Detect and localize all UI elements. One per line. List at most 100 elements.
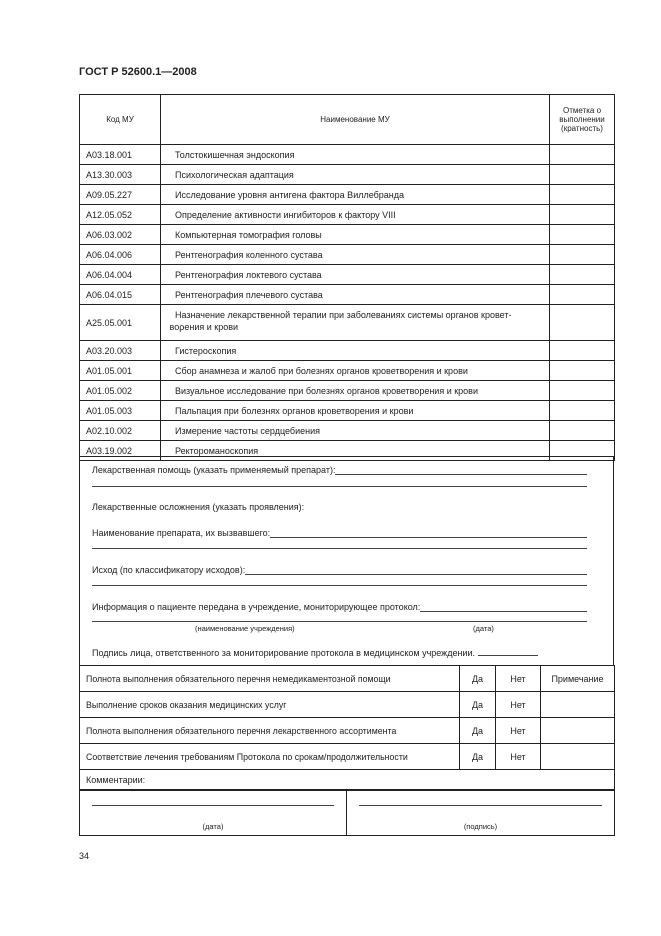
mu-code: A09.05.227 <box>79 184 161 205</box>
drug-name-field[interactable]: Наименование препарата, их вызвавшего: <box>92 528 587 538</box>
date-signature-cell[interactable]: (дата) <box>79 790 347 836</box>
comments-label[interactable]: Комментарии: <box>79 769 615 790</box>
yes-option[interactable]: Да <box>459 691 496 718</box>
mu-name: Измерение частоты сердцебиения <box>160 420 550 441</box>
table-row: A06.04.015 Рентгенография плечевого суст… <box>79 284 615 305</box>
mu-code: A01.05.001 <box>79 360 161 381</box>
mu-mark-cell[interactable] <box>549 400 615 421</box>
drug-help-field[interactable]: Лекарственная помощь (указать применяемы… <box>92 465 587 475</box>
yes-option[interactable]: Да <box>459 717 496 744</box>
table-row: A01.05.001 Сбор анамнеза и жалоб при бол… <box>79 360 615 381</box>
mu-name: Сбор анамнеза и жалоб при болезнях орган… <box>160 360 550 381</box>
info-passed-field[interactable]: Информация о пациенте передана в учрежде… <box>92 602 587 612</box>
mu-mark-cell[interactable] <box>549 304 615 341</box>
mu-code: A13.30.003 <box>79 164 161 185</box>
mu-code: A12.05.052 <box>79 204 161 225</box>
check-label: Полнота выполнения обязательного перечня… <box>79 717 460 744</box>
yes-option[interactable]: Да <box>459 743 496 770</box>
note-cell[interactable] <box>540 717 615 744</box>
fill-line <box>92 486 587 487</box>
fill-line <box>92 548 587 549</box>
mu-name: Рентгенография плечевого сустава <box>160 284 550 305</box>
check-label: Полнота выполнения обязательного перечня… <box>79 665 460 692</box>
note-cell[interactable] <box>540 691 615 718</box>
table-row: A01.05.003 Пальпация при болезнях органо… <box>79 400 615 421</box>
mu-mark-cell[interactable] <box>549 340 615 361</box>
mu-mark-cell[interactable] <box>549 164 615 185</box>
drug-name-label: Наименование препарата, их вызвавшего: <box>92 528 271 538</box>
fill-line <box>359 805 602 806</box>
table-row: Выполнение сроков оказания медицинских у… <box>79 691 615 718</box>
outcome-label: Исход (по классификатору исходов): <box>92 565 246 575</box>
responsible-signature-field[interactable]: Подпись лица, ответственного за монитори… <box>92 648 587 658</box>
check-label: Выполнение сроков оказания медицинских у… <box>79 691 460 718</box>
no-option[interactable]: Нет <box>495 743 541 770</box>
mu-name: Исследование уровня антигена фактора Вил… <box>160 184 550 205</box>
mu-code: A02.10.002 <box>79 420 161 441</box>
no-option[interactable]: Нет <box>495 691 541 718</box>
mu-code: A25.05.001 <box>79 304 161 341</box>
table-row: A02.10.002 Измерение частоты сердцебиени… <box>79 420 615 441</box>
table-row: A03.18.001 Толстокишечная эндоскопия <box>79 144 615 165</box>
column-header-mark: Отметка о выполнении (кратность) <box>549 94 615 145</box>
mu-mark-cell[interactable] <box>549 224 615 245</box>
mu-code: A03.20.003 <box>79 340 161 361</box>
table-row: Полнота выполнения обязательного перечня… <box>79 665 615 692</box>
signature-cell[interactable]: (подпись) <box>346 790 615 836</box>
mu-name: Визуальное исследование при болезнях орг… <box>160 380 550 401</box>
mu-mark-cell[interactable] <box>549 380 615 401</box>
mu-mark-cell[interactable] <box>549 284 615 305</box>
table-row: A12.05.052 Определение активности ингиби… <box>79 204 615 225</box>
mu-name: Компьютерная томография головы <box>160 224 550 245</box>
mu-mark-cell[interactable] <box>549 264 615 285</box>
date-caption: (дата) <box>473 624 494 633</box>
institution-caption: (наименование учреждения) <box>195 624 295 633</box>
table-row: Соответствие лечения требованиям Протоко… <box>79 743 615 770</box>
table-row: A03.19.002 Ректороманоскопия <box>79 440 615 461</box>
fill-line <box>92 805 334 806</box>
mu-mark-cell[interactable] <box>549 244 615 265</box>
mu-code: A06.04.015 <box>79 284 161 305</box>
check-label: Соответствие лечения требованиям Протоко… <box>79 743 460 770</box>
yes-option[interactable]: Да <box>459 665 496 692</box>
fill-line <box>92 585 587 586</box>
mu-code: A01.05.003 <box>79 400 161 421</box>
responsible-signature-label: Подпись лица, ответственного за монитори… <box>92 648 475 658</box>
table-row: Полнота выполнения обязательного перечня… <box>79 717 615 744</box>
fill-line <box>92 621 587 622</box>
mu-mark-cell[interactable] <box>549 144 615 165</box>
signature-table: (дата) (подпись) <box>79 790 615 836</box>
comments-row: Комментарии: <box>79 769 615 790</box>
mu-mark-cell[interactable] <box>549 204 615 225</box>
no-option[interactable]: Нет <box>495 717 541 744</box>
mu-code: A01.05.002 <box>79 380 161 401</box>
mu-name: Гистероскопия <box>160 340 550 361</box>
document-title: ГОСТ Р 52600.1—2008 <box>79 66 197 78</box>
mu-mark-cell[interactable] <box>549 420 615 441</box>
column-header-name: Наименование МУ <box>160 94 550 145</box>
mu-name: Ректороманоскопия <box>160 440 550 461</box>
page-number: 34 <box>79 851 90 861</box>
info-passed-label: Информация о пациенте передана в учрежде… <box>92 602 421 612</box>
mu-mark-cell[interactable] <box>549 360 615 381</box>
no-option[interactable]: Нет <box>495 665 541 692</box>
mu-name: Толстокишечная эндоскопия <box>160 144 550 165</box>
mu-code: A06.04.006 <box>79 244 161 265</box>
column-header-code: Код МУ <box>79 94 161 145</box>
table-row: A01.05.002 Визуальное исследование при б… <box>79 380 615 401</box>
mu-name: Назначение лекарственной терапии при заб… <box>160 304 550 341</box>
outcome-field[interactable]: Исход (по классификатору исходов): <box>92 565 587 575</box>
signature-caption: (подпись) <box>463 822 498 831</box>
mu-mark-cell[interactable] <box>549 440 615 461</box>
drug-help-label: Лекарственная помощь (указать применяемы… <box>92 465 336 475</box>
mu-code: A06.03.002 <box>79 224 161 245</box>
table-row: A25.05.001 Назначение лекарственной тера… <box>79 304 615 341</box>
mu-mark-cell[interactable] <box>549 184 615 205</box>
table-row: A09.05.227 Исследование уровня антигена … <box>79 184 615 205</box>
table-row: A13.30.003 Психологическая адаптация <box>79 164 615 185</box>
note-cell[interactable] <box>540 743 615 770</box>
table-row: A06.04.004 Рентгенография локтевого суст… <box>79 264 615 285</box>
mu-code: A03.19.002 <box>79 440 161 461</box>
table-header-row: Код МУ Наименование МУ Отметка о выполне… <box>79 94 615 145</box>
note-header: Примечание <box>540 665 615 692</box>
